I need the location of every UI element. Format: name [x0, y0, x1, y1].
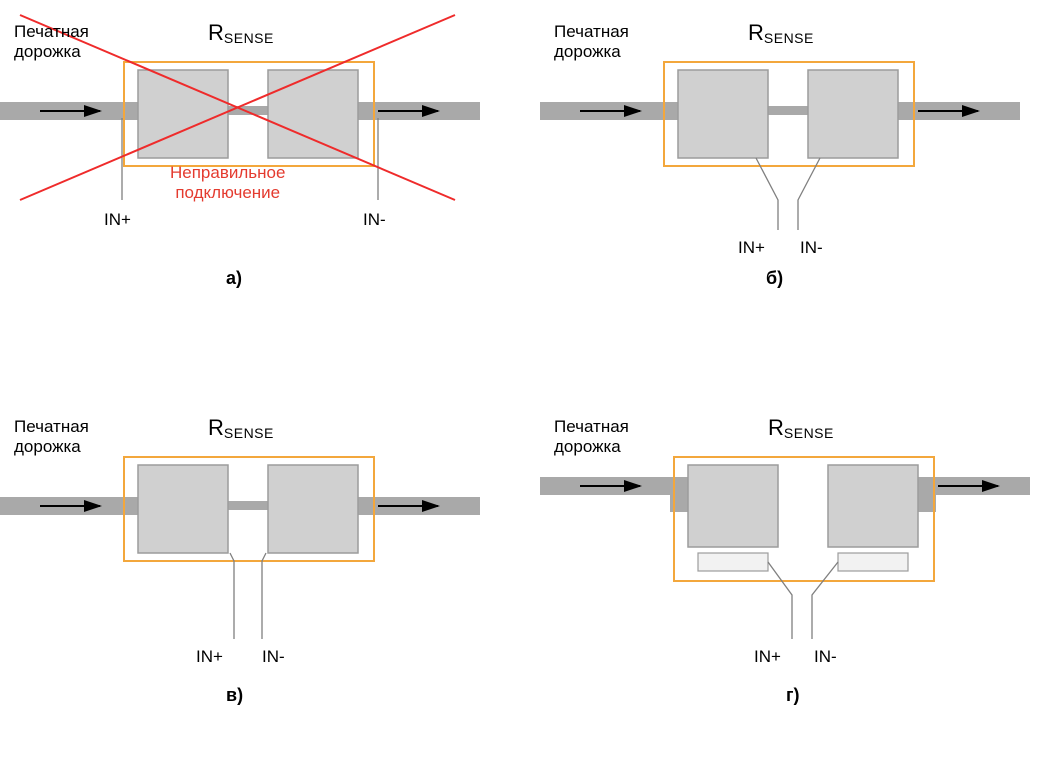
rsense-label: RSENSE — [768, 415, 834, 441]
rsense-label: RSENSE — [208, 20, 274, 46]
pin-label-in-plus: IN+ — [738, 238, 765, 258]
pin-label-in-minus: IN- — [800, 238, 823, 258]
panel-letter-a: а) — [226, 268, 242, 289]
rsense-label: RSENSE — [748, 20, 814, 46]
resistor-pad — [688, 465, 778, 547]
pin-label-in-minus: IN- — [814, 647, 837, 667]
rsense-subscript: SENSE — [784, 425, 834, 441]
track-label: Печатная дорожка — [14, 417, 89, 456]
rsense-symbol: R — [748, 20, 764, 45]
pin-label-in-plus: IN+ — [196, 647, 223, 667]
track-label: Печатная дорожка — [14, 22, 89, 61]
resistor-pad — [268, 465, 358, 553]
rsense-subscript: SENSE — [764, 30, 814, 46]
track-label: Печатная дорожка — [554, 417, 629, 456]
rsense-subscript: SENSE — [224, 30, 274, 46]
pin-label-in-plus: IN+ — [104, 210, 131, 230]
resistor-pad — [268, 70, 358, 158]
resistor-pad — [138, 465, 228, 553]
rsense-symbol: R — [208, 415, 224, 440]
rsense-label: RSENSE — [208, 415, 274, 441]
sense-pad — [698, 553, 768, 571]
sense-wire — [768, 562, 792, 639]
rsense-symbol: R — [768, 415, 784, 440]
sense-wire — [230, 553, 234, 639]
panel-letter-d: г) — [786, 685, 800, 706]
sense-wire — [798, 158, 820, 230]
track-label: Печатная дорожка — [554, 22, 629, 61]
sense-wire — [812, 562, 838, 639]
rsense-subscript: SENSE — [224, 425, 274, 441]
warning-text: Неправильное подключение — [170, 163, 285, 202]
pin-label-in-minus: IN- — [363, 210, 386, 230]
rsense-symbol: R — [208, 20, 224, 45]
panel-letter-c: в) — [226, 685, 243, 706]
resistor-pad — [828, 465, 918, 547]
resistor-pad — [678, 70, 768, 158]
sense-pad — [838, 553, 908, 571]
resistor-pad — [808, 70, 898, 158]
pin-label-in-minus: IN- — [262, 647, 285, 667]
panel-letter-b: б) — [766, 268, 783, 289]
pin-label-in-plus: IN+ — [754, 647, 781, 667]
sense-wire — [262, 553, 266, 639]
sense-wire — [756, 158, 778, 230]
